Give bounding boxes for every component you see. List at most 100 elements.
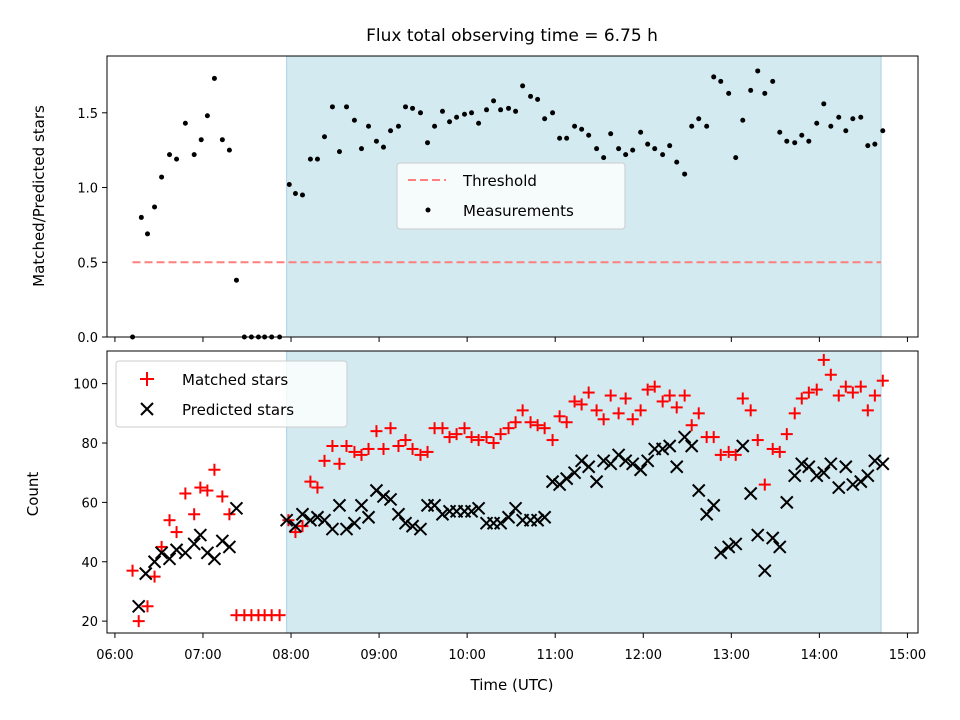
y-tick-label: 1.0 bbox=[77, 182, 98, 197]
measurement-point bbox=[762, 90, 768, 96]
measurement-point bbox=[528, 93, 534, 99]
measurement-point bbox=[799, 132, 805, 138]
matched-point bbox=[296, 520, 309, 533]
predicted-point bbox=[413, 522, 428, 536]
measurement-point bbox=[740, 117, 746, 123]
bottom-legend: Matched stars Predicted stars bbox=[115, 360, 348, 428]
x-tick-label: 06:00 bbox=[96, 648, 133, 663]
x-tick-label: 11:00 bbox=[536, 648, 573, 663]
measurement-point bbox=[850, 116, 856, 122]
y-tick-label: 0.0 bbox=[77, 331, 98, 346]
predicted-point bbox=[325, 522, 340, 536]
predicted-point bbox=[347, 516, 362, 530]
predicted-point bbox=[207, 552, 222, 566]
matched-point bbox=[824, 368, 837, 381]
predicted-point bbox=[279, 513, 294, 527]
predicted-point bbox=[391, 507, 406, 521]
predicted-point bbox=[751, 528, 765, 542]
legend-threshold-label: Threshold bbox=[462, 172, 537, 190]
predicted-point bbox=[169, 543, 184, 557]
measurement-point bbox=[542, 116, 548, 122]
predicted-point bbox=[435, 507, 450, 521]
bottom-legend-box bbox=[115, 360, 348, 428]
measurement-point bbox=[572, 123, 578, 129]
measurement-point bbox=[454, 114, 460, 120]
measurement-point bbox=[674, 159, 680, 165]
measurement-point bbox=[388, 128, 394, 134]
measurement-point bbox=[520, 83, 526, 89]
matched-point bbox=[685, 419, 698, 432]
predicted-point bbox=[640, 454, 655, 468]
measurement-point bbox=[726, 90, 732, 96]
x-tick-label: 14:00 bbox=[801, 648, 838, 663]
measurement-point bbox=[439, 108, 445, 114]
predicted-point bbox=[131, 599, 146, 613]
matched-point bbox=[722, 445, 735, 458]
measurement-point bbox=[358, 146, 364, 152]
matched-point bbox=[355, 448, 368, 461]
measurement-point bbox=[226, 147, 232, 153]
measurement-point bbox=[586, 132, 592, 138]
measurement-point bbox=[630, 147, 636, 153]
measurement-point bbox=[792, 140, 798, 146]
x-tick-label: 10:00 bbox=[448, 648, 485, 663]
measurement-point bbox=[718, 78, 724, 84]
measurement-point bbox=[579, 126, 585, 132]
measurement-point bbox=[159, 174, 165, 180]
top-y-axis: 0.0 0.5 1.0 1.5 bbox=[77, 107, 107, 346]
matched-point bbox=[766, 442, 779, 455]
measurement-point bbox=[733, 155, 739, 161]
matched-point bbox=[208, 463, 221, 476]
predicted-point bbox=[633, 463, 648, 477]
predicted-point bbox=[861, 468, 875, 483]
measurement-point bbox=[660, 152, 666, 158]
predicted-point bbox=[765, 531, 780, 545]
measurement-point bbox=[748, 87, 754, 93]
predicted-point bbox=[810, 468, 824, 483]
predicted-point bbox=[707, 498, 721, 513]
matched-point bbox=[480, 431, 493, 444]
matched-point bbox=[692, 407, 705, 420]
measurement-point bbox=[535, 96, 541, 102]
measurement-point bbox=[292, 191, 298, 197]
matched-point bbox=[273, 609, 286, 622]
measurement-point bbox=[513, 108, 519, 114]
matched-point bbox=[560, 416, 573, 429]
matched-point bbox=[201, 484, 214, 497]
matched-point bbox=[304, 475, 317, 488]
predicted-point bbox=[589, 474, 604, 489]
matched-point bbox=[839, 380, 852, 393]
matched-point bbox=[553, 410, 566, 423]
predicted-point bbox=[736, 439, 750, 453]
matched-point bbox=[414, 448, 427, 461]
bottom-y-axis-label: Count bbox=[24, 472, 42, 517]
matched-point bbox=[626, 413, 639, 426]
predicted-point bbox=[537, 510, 552, 524]
matched-point bbox=[509, 416, 522, 429]
predicted-point bbox=[795, 457, 809, 471]
predicted-point bbox=[692, 483, 706, 498]
measurement-point bbox=[417, 110, 423, 116]
legend-measurements-label: Measurements bbox=[463, 202, 574, 220]
x-tick-label: 13:00 bbox=[713, 648, 750, 663]
predicted-point bbox=[139, 566, 153, 581]
predicted-point bbox=[721, 540, 736, 554]
measurement-point bbox=[138, 214, 144, 220]
predicted-point bbox=[758, 563, 772, 578]
measurement-point bbox=[711, 74, 717, 80]
matched-point bbox=[861, 404, 874, 417]
bottom-y-axis: 20 40 60 80 100 bbox=[73, 378, 107, 630]
measurement-point bbox=[373, 138, 379, 144]
bottom-axes-frame bbox=[106, 350, 919, 634]
y-tick-label: 1.5 bbox=[77, 107, 98, 122]
matched-point bbox=[670, 401, 683, 414]
predicted-point bbox=[295, 507, 310, 521]
predicted-point bbox=[832, 480, 846, 495]
measurement-point bbox=[872, 141, 878, 147]
x-axis-label: Time (UTC) bbox=[470, 676, 554, 694]
measurement-point bbox=[145, 231, 151, 237]
matched-point bbox=[282, 514, 295, 527]
matched-point bbox=[524, 416, 537, 429]
measurements-series bbox=[130, 68, 886, 340]
